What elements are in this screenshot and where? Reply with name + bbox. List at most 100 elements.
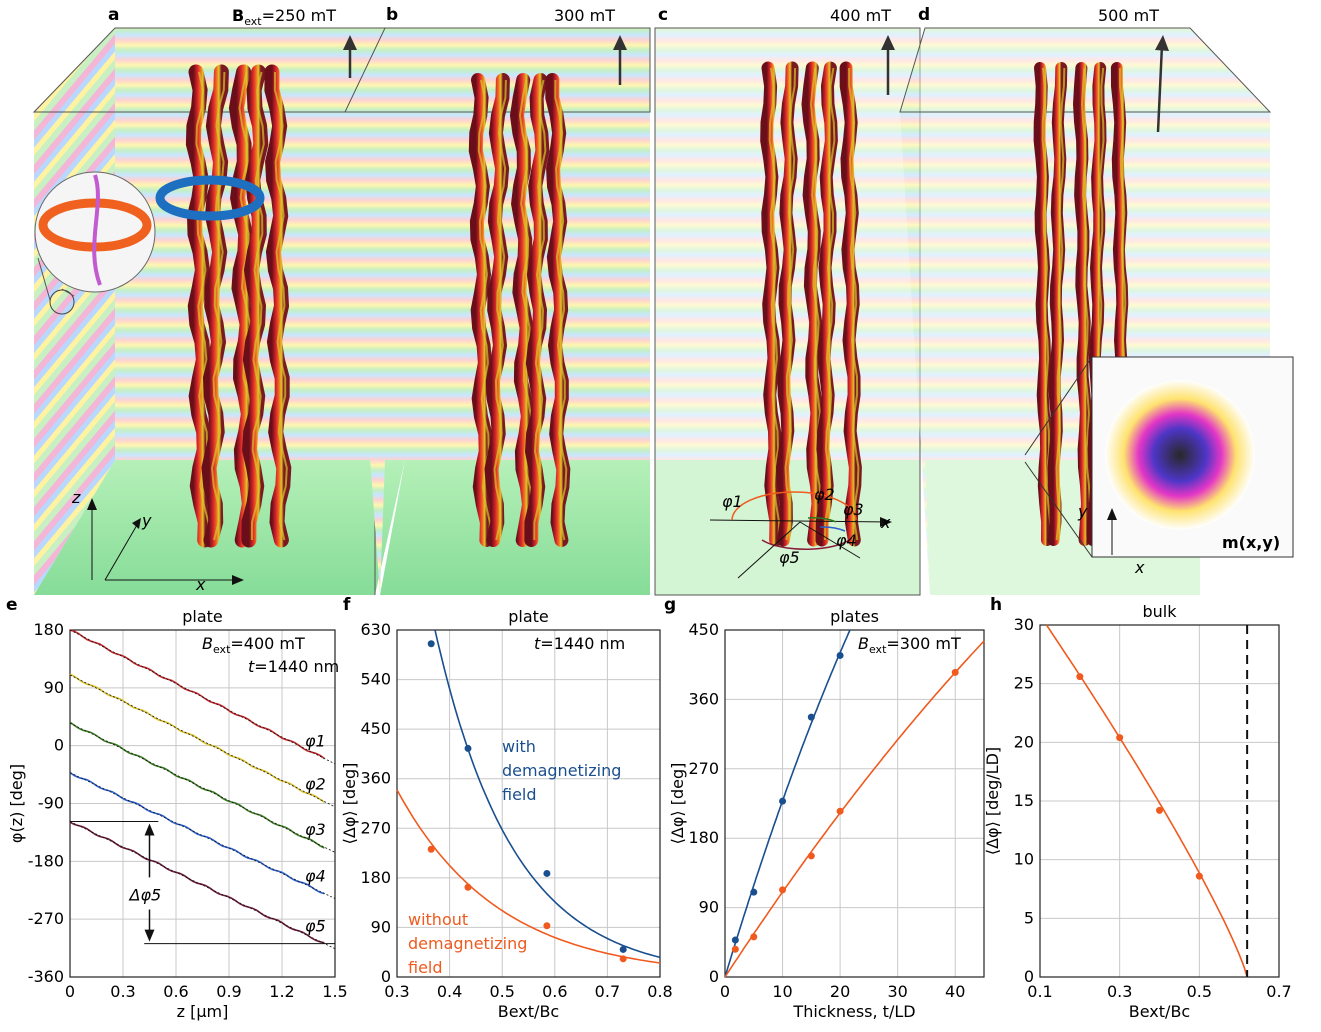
y-axis-label: φ(z) [deg] <box>7 764 26 843</box>
delta-arrowhead-down <box>144 929 155 942</box>
data-point <box>1116 734 1124 742</box>
panel-d-letter: d <box>918 5 930 25</box>
skyrmion-tubes-d <box>1033 62 1131 546</box>
skyrmion-tube <box>839 61 862 547</box>
series-label: φ4 <box>305 866 326 885</box>
skyrmion-tube <box>524 73 550 547</box>
plot-frame <box>1039 624 1280 978</box>
skyrmion-tube-highlight <box>784 67 797 541</box>
chart-e: 0 0.3 0.6 0.9 1.2 1.5 180 90 0 -90 -180 -270 -360 pla… <box>7 607 348 1021</box>
fit-curve <box>434 629 661 959</box>
y-tick-label: 10 <box>1014 850 1034 869</box>
x-tick-label: 0.7 <box>1266 982 1291 1001</box>
data-point <box>951 668 959 676</box>
x-tick-label: 0.9 <box>216 982 241 1001</box>
panel-b-field-label: 300 mT <box>554 6 615 25</box>
x-tick-label: 0.3 <box>1107 982 1132 1001</box>
panel-a-render <box>32 27 406 595</box>
chart-title: plates <box>830 607 879 626</box>
y-axis-label: ⟨Δφ⟩ [deg] <box>340 763 359 845</box>
chart-f: 0.3 0.4 0.5 0.6 0.7 0.8 0 90 180 270 360 450 540 630 p… <box>340 607 673 1021</box>
x-tick-label: 10 <box>772 982 792 1001</box>
x-axis-label: z [µm] <box>177 1002 229 1021</box>
data-point <box>543 922 551 930</box>
skyrmion-tube-highlight <box>250 71 265 541</box>
panel-b-floor <box>380 460 650 595</box>
chart-f-with-label: with demagnetizing field <box>502 737 621 804</box>
panel-d-right-wall <box>1190 28 1270 360</box>
phi2-label: φ2 <box>814 485 835 504</box>
y-tick-label: 0 <box>709 967 719 986</box>
skyrmion-tube <box>509 73 537 547</box>
skyrmion-tubes-c <box>760 61 862 547</box>
y-tick-label: 180 <box>33 620 64 639</box>
x-axis-label: Thickness, t/LD <box>792 1002 915 1021</box>
chart-e-annotation-thickness: t=1440 nm <box>248 657 339 676</box>
panel-a-side-wall <box>34 28 115 595</box>
phi4-label: φ4 <box>836 531 857 550</box>
phi3-label: φ3 <box>843 500 864 519</box>
panel-h-letter: h <box>990 595 1002 615</box>
chart-g: 0 10 20 30 40 0 90 180 270 360 450 plates Thickness,… <box>668 607 985 1021</box>
data-point <box>807 852 815 860</box>
y-tick-label: 90 <box>699 898 719 917</box>
y-tick-label: 0 <box>54 736 64 755</box>
skyrmion-tubes-a <box>185 64 292 548</box>
axis-x-label: x <box>195 575 206 594</box>
x-tick-label: 0.7 <box>595 982 620 1001</box>
x-axis-label: Bext/Bc <box>498 1002 559 1021</box>
fit-line <box>69 629 336 765</box>
skyrmion-tube-highlight <box>210 71 226 541</box>
series-label: φ3 <box>305 820 326 839</box>
data-point <box>779 797 787 805</box>
axis-z-label: z <box>71 488 81 507</box>
y-tick-label: -90 <box>38 794 64 813</box>
skyrmion-tube <box>1033 62 1054 546</box>
panel-g-letter: g <box>664 595 676 615</box>
data-point <box>619 945 627 953</box>
skyrmion-tube-highlight <box>768 67 781 541</box>
series-line <box>69 673 325 804</box>
x-tick-label: 0.1 <box>1027 982 1052 1001</box>
data-point <box>427 640 435 648</box>
data-point <box>619 955 627 963</box>
x-tick-label: 40 <box>945 982 965 1001</box>
y-axis-label: ⟨Δφ⟩ [deg] <box>668 763 687 845</box>
skyrmion-tube <box>201 64 229 548</box>
panel-d-field-label: 500 mT <box>1098 6 1159 25</box>
x-tick-label: 0 <box>720 982 730 1001</box>
plot-frame <box>69 629 336 978</box>
fit-line <box>69 821 336 950</box>
x-tick-label: 1.2 <box>269 982 294 1001</box>
skyrmion-tube <box>1072 62 1094 546</box>
panel-c-render <box>654 27 921 596</box>
skyrmion-tube <box>484 73 510 547</box>
x-tick-label: 0.6 <box>542 982 567 1001</box>
data-point <box>1156 806 1163 814</box>
skyrmion-tube-highlight <box>554 79 568 541</box>
y-tick-label: 360 <box>360 769 391 788</box>
panel-d-render <box>899 27 1294 595</box>
skyrmion-tube <box>815 61 838 547</box>
y-tick-label: 25 <box>1014 674 1034 693</box>
y-tick-label: 180 <box>688 828 719 847</box>
skyrmion-tube-highlight <box>518 79 534 541</box>
panel-e-letter: e <box>6 595 18 615</box>
data-point <box>836 807 844 815</box>
skyrmion-tube <box>775 61 799 547</box>
axis-x-label-c: x <box>880 513 891 532</box>
field-arrows <box>343 35 1169 133</box>
y-axis-label: ⟨Δφ⟩ [deg/LD] <box>983 747 1002 855</box>
y-tick-label: 5 <box>1024 908 1034 927</box>
skyrmion-tube-highlight <box>824 67 836 541</box>
y-tick-label: 0 <box>381 967 391 986</box>
x-tick-label: 1.5 <box>322 982 347 1001</box>
plot-frame <box>396 629 661 978</box>
fit-curve <box>724 629 851 978</box>
chart-title: plate <box>182 607 223 626</box>
x-tick-label: 0.5 <box>489 982 514 1001</box>
panel-b-letter: b <box>386 5 398 25</box>
skyrmion-tube <box>1047 62 1068 546</box>
series-line <box>69 771 325 895</box>
fit-line <box>69 722 336 853</box>
